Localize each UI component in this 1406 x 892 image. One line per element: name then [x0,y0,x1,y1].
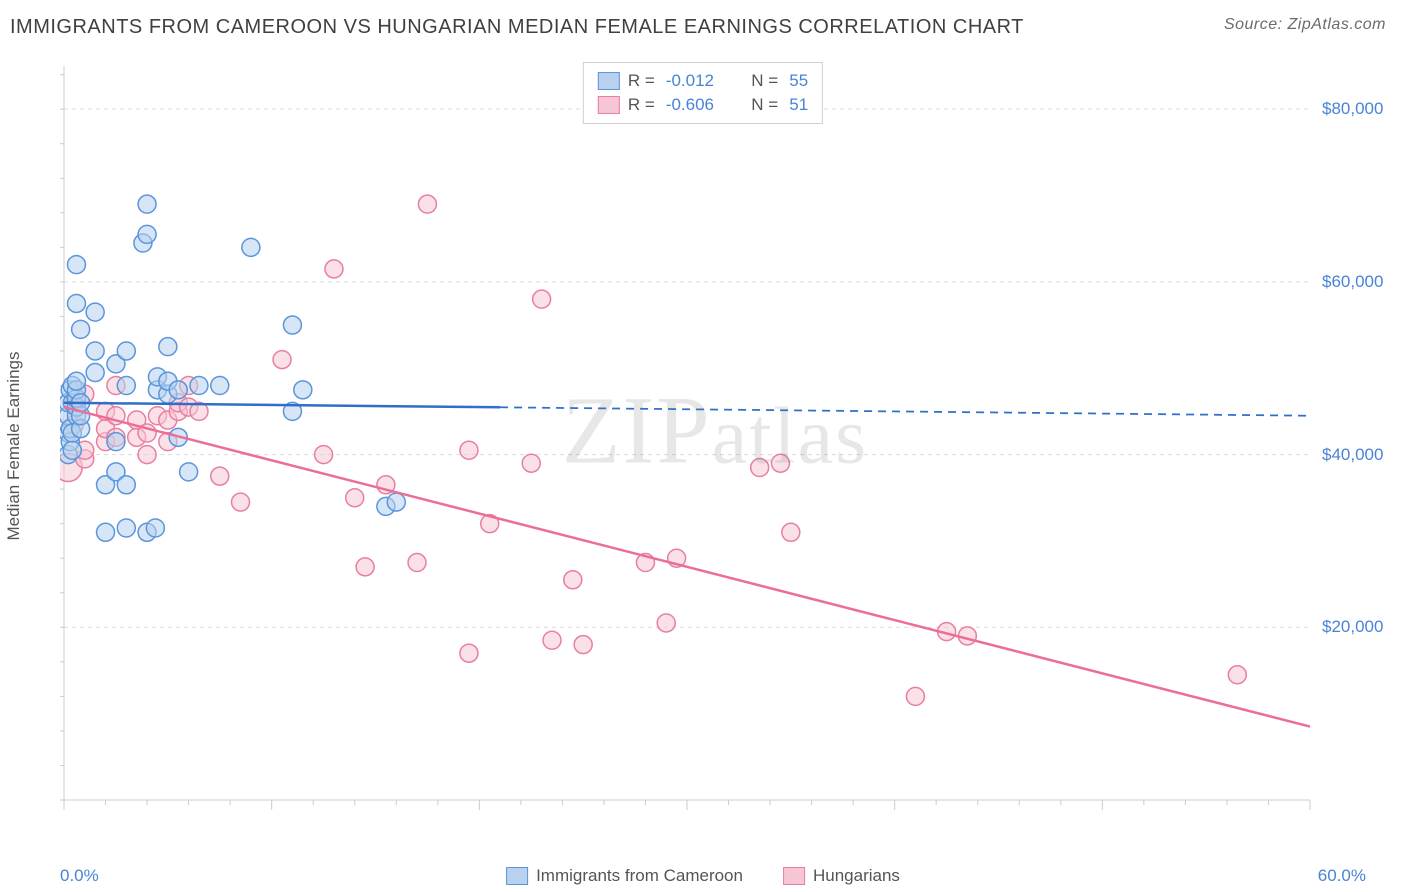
scatter-plot: ZIPatlas [60,60,1370,830]
y-tick-label: $40,000 [1322,445,1383,465]
y-axis-label: Median Female Earnings [4,352,24,541]
y-tick-label: $60,000 [1322,272,1383,292]
correlation-legend-row: R = -0.606 N = 51 [598,93,808,117]
series-legend-label: Hungarians [813,866,900,886]
legend-swatch [598,96,620,114]
source-label: Source: ZipAtlas.com [1224,16,1386,34]
legend-swatch [506,867,528,885]
chart-title: IMMIGRANTS FROM CAMEROON VS HUNGARIAN ME… [10,16,1024,39]
y-tick-label: $80,000 [1322,99,1383,119]
series-legend: Immigrants from Cameroon Hungarians [506,866,900,886]
legend-swatch [598,72,620,90]
x-axis-max-label: 60.0% [1318,866,1366,886]
series-legend-label: Immigrants from Cameroon [536,866,743,886]
series-legend-item: Immigrants from Cameroon [506,866,743,886]
correlation-legend-row: R = -0.012 N = 55 [598,69,808,93]
legend-swatch [783,867,805,885]
series-legend-item: Hungarians [783,866,900,886]
y-tick-label: $20,000 [1322,617,1383,637]
correlation-legend: R = -0.012 N = 55R = -0.606 N = 51 [583,62,823,124]
x-axis-min-label: 0.0% [60,866,99,886]
